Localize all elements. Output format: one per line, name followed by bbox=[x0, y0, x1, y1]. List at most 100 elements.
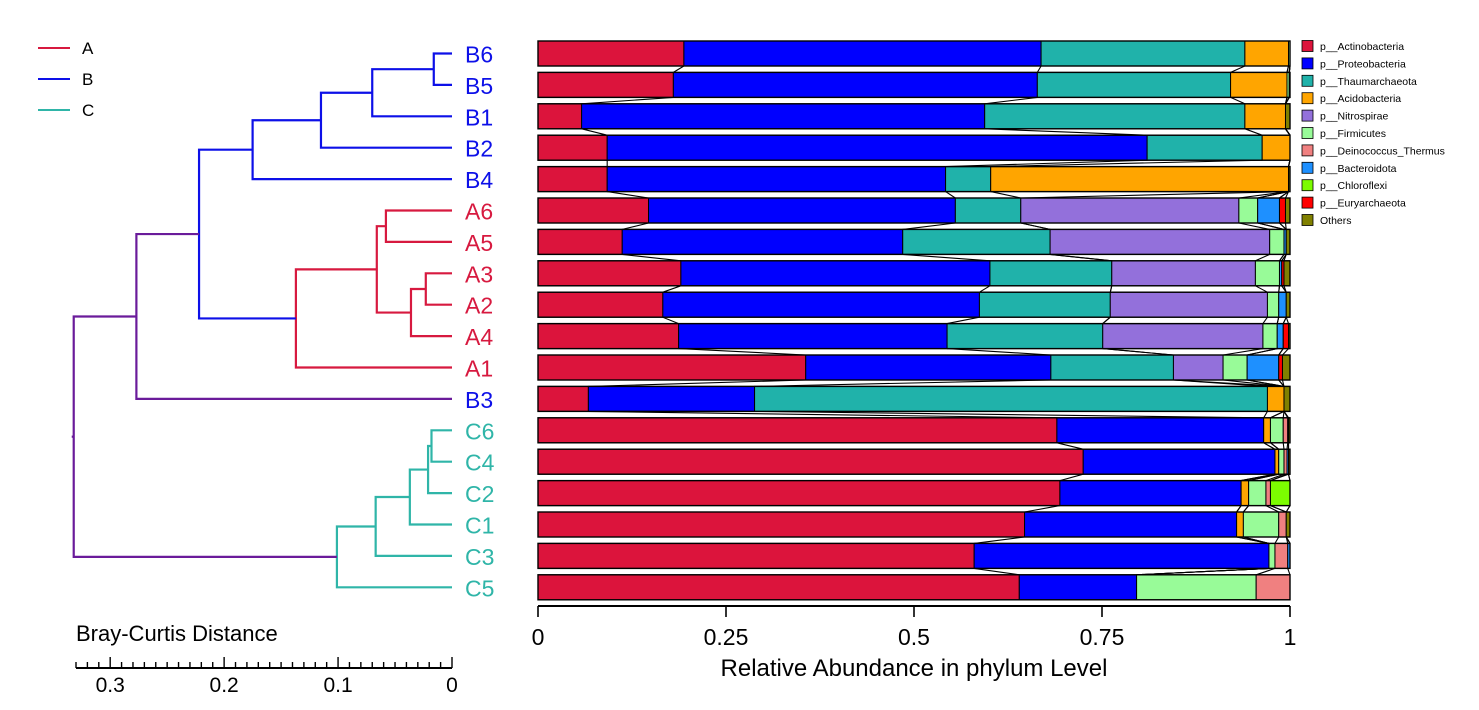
leaf-label-c2: C2 bbox=[465, 481, 494, 507]
bar-connector bbox=[1255, 567, 1276, 576]
phylum-legend: p__Actinobacteria p__Proteobacteria p__Tha… bbox=[1301, 40, 1445, 227]
bar-connector bbox=[1238, 222, 1270, 230]
legend-swatch-others bbox=[1301, 214, 1314, 226]
dendrogram-branch-4 bbox=[251, 119, 452, 181]
bar-connector bbox=[1287, 160, 1291, 167]
bar-connector bbox=[1257, 191, 1289, 199]
bar-segment-c1-p-deinococcus-thermus bbox=[1278, 511, 1287, 538]
dendrogram-scale-axis: Bray-Curtis Distance 0 0.1 0.2 0.3 bbox=[75, 621, 458, 697]
bar-connector bbox=[1241, 473, 1276, 482]
bar-connector bbox=[1020, 222, 1051, 230]
bar-outline-c2 bbox=[537, 479, 1291, 507]
bar-outline-c4 bbox=[537, 448, 1291, 475]
bar-segment-b6-p-actinobacteria bbox=[537, 40, 685, 67]
bar-connector bbox=[678, 348, 806, 356]
leaf-label-b6: B6 bbox=[465, 42, 493, 68]
leaf-label-b5: B5 bbox=[465, 73, 493, 99]
bar-outline-c1 bbox=[537, 511, 1291, 538]
bar-b1 bbox=[537, 103, 1291, 130]
bar-connector bbox=[1279, 191, 1289, 199]
bar-segment-b6-p-proteobacteria bbox=[683, 40, 1042, 67]
bar-connector bbox=[990, 159, 1263, 168]
bar-connector bbox=[588, 410, 1057, 419]
legend-label-c: C bbox=[82, 101, 94, 120]
bar-segment-b3-p-actinobacteria bbox=[537, 385, 589, 412]
bar-segment-a4-p-proteobacteria bbox=[678, 323, 948, 350]
bar-connector bbox=[990, 191, 1021, 199]
bar-segment-a3-p-nitrospirae bbox=[1111, 260, 1256, 287]
bar-outline-c3 bbox=[537, 542, 1291, 570]
bar-connector bbox=[1263, 442, 1276, 450]
bar-connector bbox=[1020, 191, 1289, 199]
legend-label-a: A bbox=[82, 39, 94, 58]
bar-segment-a4-p-firmicutes bbox=[1262, 323, 1278, 350]
dendrogram-branch-14 bbox=[408, 468, 452, 526]
bar-c4 bbox=[537, 448, 1291, 475]
bar-segment-b1-p-actinobacteria bbox=[537, 103, 583, 130]
bar-connector bbox=[1282, 348, 1289, 356]
bar-connector bbox=[1255, 285, 1268, 293]
bar-segment-c4-p-actinobacteria bbox=[537, 448, 1084, 475]
bar-outline-c5 bbox=[537, 574, 1291, 601]
bar-b4 bbox=[537, 165, 1291, 193]
bar-connector bbox=[1278, 348, 1284, 356]
bar-segment-a2-p-firmicutes bbox=[1266, 291, 1280, 318]
legend-label-p-nitrospirae: p__Nitrospirae bbox=[1320, 111, 1388, 123]
bar-segment-a5-p-thaumarchaeota bbox=[902, 228, 1051, 255]
bar-segment-a2-p-proteobacteria bbox=[662, 291, 980, 318]
bar-connector bbox=[581, 128, 608, 136]
bar-segment-c6-p-acidobacteria bbox=[1263, 417, 1271, 444]
bar-connector bbox=[947, 348, 1051, 356]
dendrogram-branch-10 bbox=[197, 148, 296, 320]
bar-connector bbox=[662, 316, 679, 325]
bar-connector bbox=[1279, 222, 1287, 230]
legend-swatch-p-euryarchaeota bbox=[1301, 196, 1314, 209]
bar-connector bbox=[1276, 317, 1280, 324]
bar-connector bbox=[1050, 253, 1112, 262]
bar-segment-a4-p-nitrospirae bbox=[1102, 323, 1264, 350]
bar-segment-b1-p-proteobacteria bbox=[581, 103, 986, 130]
bar-connector bbox=[1173, 379, 1285, 387]
bar-tick-label-0-5: 0.5 bbox=[898, 624, 930, 650]
bar-connector bbox=[1283, 285, 1287, 293]
bar-outline-a2 bbox=[537, 291, 1291, 318]
bar-b2 bbox=[537, 134, 1291, 161]
legend-swatch-p-chloroflexi bbox=[1301, 179, 1314, 192]
leaf-label-b4: B4 bbox=[465, 167, 493, 193]
leaf-label-b2: B2 bbox=[465, 136, 493, 162]
leaf-label-b1: B1 bbox=[465, 104, 493, 130]
bar-connector bbox=[1282, 442, 1285, 450]
bar-segment-c6-p-firmicutes bbox=[1269, 417, 1284, 444]
bar-segment-c2-p-deinococcus-thermus bbox=[1265, 480, 1271, 507]
bar-segment-c2-p-actinobacteria bbox=[537, 480, 1061, 507]
bar-segment-a1-p-actinobacteria bbox=[537, 354, 807, 381]
bar-connector bbox=[945, 159, 1148, 168]
bar-connector bbox=[754, 379, 1051, 387]
dendrogram-tick-label-0-1: 0.1 bbox=[323, 674, 352, 697]
bar-segment-c3-p-proteobacteria bbox=[973, 542, 1270, 569]
bar-outline-b1 bbox=[537, 103, 1291, 130]
bar-connector bbox=[946, 316, 980, 325]
leaf-label-b3: B3 bbox=[465, 387, 493, 413]
bar-connector bbox=[581, 96, 674, 105]
bar-segment-a2-p-nitrospirae bbox=[1109, 291, 1268, 318]
bar-connector bbox=[1257, 222, 1285, 230]
bar-connector bbox=[1279, 254, 1285, 262]
dendrogram-branch-6 bbox=[424, 272, 452, 306]
bar-outline-b2 bbox=[537, 134, 1291, 161]
dendrogram-tick-label-0-2: 0.2 bbox=[210, 674, 239, 697]
bar-connector bbox=[1248, 473, 1279, 482]
bar-segment-a1-p-proteobacteria bbox=[805, 354, 1052, 381]
bar-segment-c2-p-acidobacteria bbox=[1240, 480, 1250, 507]
leaf-label-c3: C3 bbox=[465, 544, 494, 570]
bar-tick-label-1: 1 bbox=[1284, 624, 1297, 650]
bar-a5 bbox=[537, 228, 1291, 256]
bar-outline-b5 bbox=[537, 71, 1291, 99]
bar-segment-a6-p-firmicutes bbox=[1238, 197, 1259, 224]
bar-connector bbox=[1244, 128, 1263, 136]
legend-swatch-p-proteobacteria bbox=[1301, 57, 1314, 70]
bar-c3 bbox=[537, 542, 1291, 570]
bar-connector bbox=[1242, 505, 1250, 513]
legend-swatch-p-actinobacteria bbox=[1301, 40, 1314, 52]
